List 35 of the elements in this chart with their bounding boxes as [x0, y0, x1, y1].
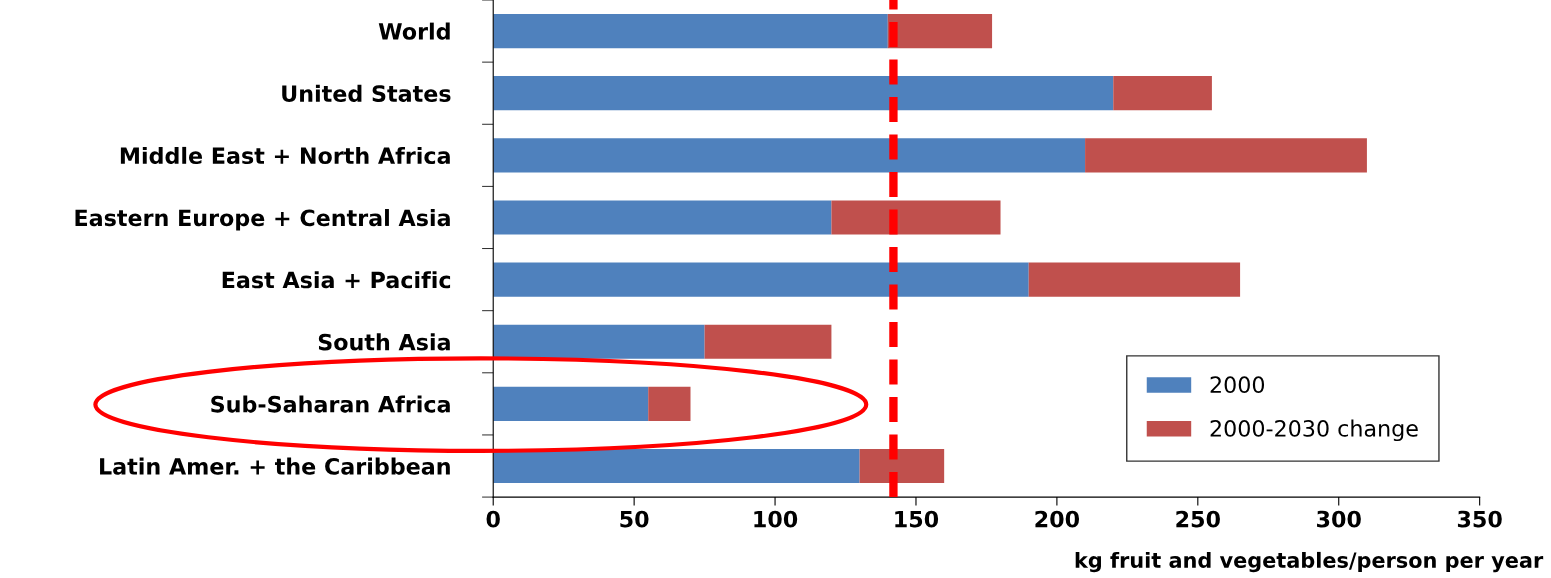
bar — [648, 386, 691, 421]
x-tick-label: 150 — [895, 510, 939, 528]
bar — [493, 386, 649, 421]
y-tick-label: Sub-Saharan Africa — [211, 395, 450, 413]
bar — [493, 448, 860, 484]
bar — [859, 448, 945, 484]
bar — [1028, 262, 1241, 297]
bar — [493, 76, 1114, 111]
bar — [493, 262, 1029, 297]
bar — [493, 200, 832, 235]
y-tick-label: World — [378, 22, 450, 40]
y-tick-label: United States — [282, 84, 451, 102]
y-tick-label: South Asia — [318, 333, 450, 351]
bar — [493, 13, 888, 49]
y-tick-label: Eastern Europe + Central Asia — [75, 209, 450, 231]
bar — [493, 324, 705, 359]
y-tick-label: Latin Amer. + the Caribbean — [100, 457, 450, 475]
bar — [1113, 76, 1212, 111]
x-tick-label: 100 — [754, 510, 798, 528]
bar — [887, 13, 993, 49]
bar — [831, 200, 1001, 235]
x-tick-label: 350 — [1457, 510, 1502, 528]
x-tick-label: 50 — [620, 510, 649, 528]
x-tick-label: 200 — [1035, 510, 1080, 528]
legend-label: 2000 — [1210, 376, 1265, 394]
bar — [704, 324, 832, 359]
y-tick-label: East Asia + Pacific — [222, 271, 451, 289]
x-tick-label: 0 — [486, 510, 500, 528]
bar — [1085, 138, 1367, 173]
bar — [493, 138, 1086, 173]
x-tick-label: 250 — [1176, 510, 1220, 528]
y-tick-label: Middle East + North Africa — [120, 146, 450, 165]
x-tick-label: 300 — [1317, 510, 1361, 528]
legend-label: 2000-2030 change — [1210, 419, 1418, 442]
x-axis-title: kg fruit and vegetables/person per year — [1075, 551, 1544, 573]
